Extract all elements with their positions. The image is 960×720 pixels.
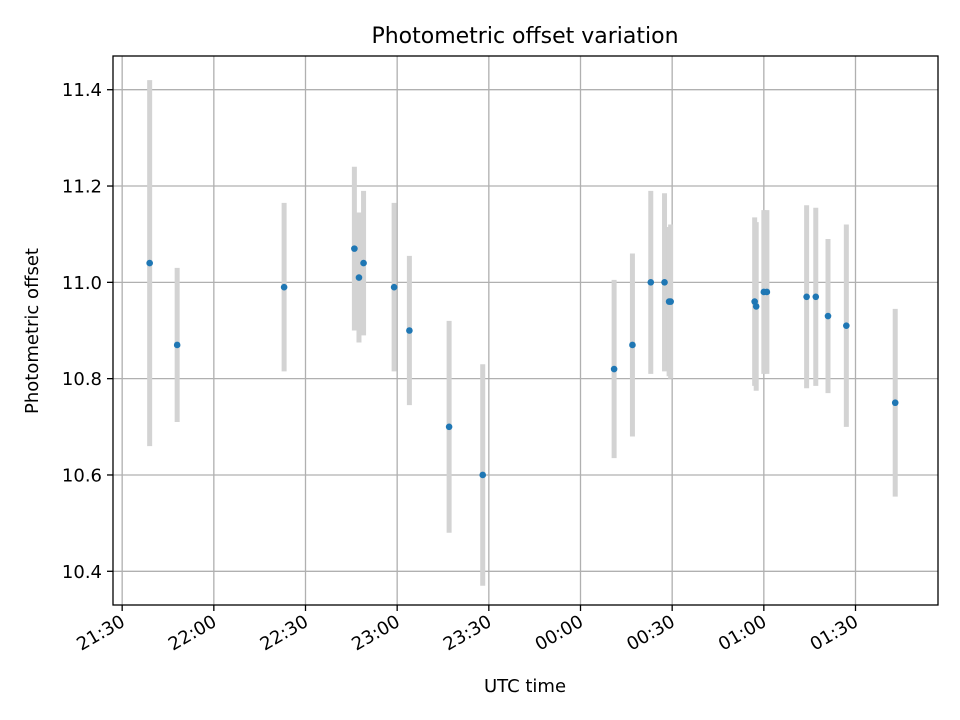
data-point <box>173 341 181 349</box>
data-point <box>629 341 636 349</box>
data-points <box>146 245 899 479</box>
data-point <box>667 298 674 305</box>
data-point <box>146 259 153 267</box>
data-point <box>355 274 363 281</box>
data-point <box>406 327 413 334</box>
chart-title: Photometric offset variation <box>371 24 678 49</box>
x-tick-label: 22:30 <box>257 611 312 655</box>
grid <box>113 56 938 605</box>
y-tick-label: 10.8 <box>62 369 102 390</box>
x-tick-label: 21:30 <box>73 611 128 655</box>
y-tick-label: 11.4 <box>62 80 102 101</box>
data-point <box>843 322 850 329</box>
x-tick-label: 22:00 <box>165 611 220 655</box>
plot-area <box>113 56 938 605</box>
x-tick-label: 00:30 <box>623 611 678 655</box>
y-tick-label: 10.6 <box>62 465 102 486</box>
x-tick-label: 23:30 <box>440 611 495 655</box>
y-ticks: 10.4 10.6 10.8 11.0 11.2 11.4 <box>62 80 113 583</box>
data-point <box>824 312 832 320</box>
x-tick-label: 23:00 <box>348 611 403 655</box>
data-point <box>360 259 367 267</box>
data-point <box>763 288 771 296</box>
data-point <box>479 471 487 479</box>
x-tick-label: 01:30 <box>807 611 862 655</box>
data-point <box>647 279 655 286</box>
data-point <box>752 303 760 310</box>
x-tick-label: 00:00 <box>532 611 587 655</box>
data-point <box>390 283 398 291</box>
data-point <box>812 293 820 301</box>
y-tick-label: 11.2 <box>62 177 102 198</box>
data-point <box>351 245 358 252</box>
y-axis-label: Photometric offset <box>22 248 43 414</box>
data-point <box>803 293 810 301</box>
x-axis-label: UTC time <box>484 676 566 697</box>
y-tick-label: 11.0 <box>62 273 102 294</box>
x-tick-label: 01:00 <box>715 611 770 655</box>
data-point <box>661 279 668 286</box>
plot-frame <box>112 55 939 606</box>
data-point <box>445 423 453 431</box>
data-point <box>891 399 899 407</box>
data-point <box>280 283 288 291</box>
x-ticks: 21:30 22:00 22:30 23:00 23:30 00:00 00:30 01:00… <box>73 605 862 655</box>
data-point <box>610 365 618 373</box>
y-tick-label: 10.4 <box>62 562 102 583</box>
